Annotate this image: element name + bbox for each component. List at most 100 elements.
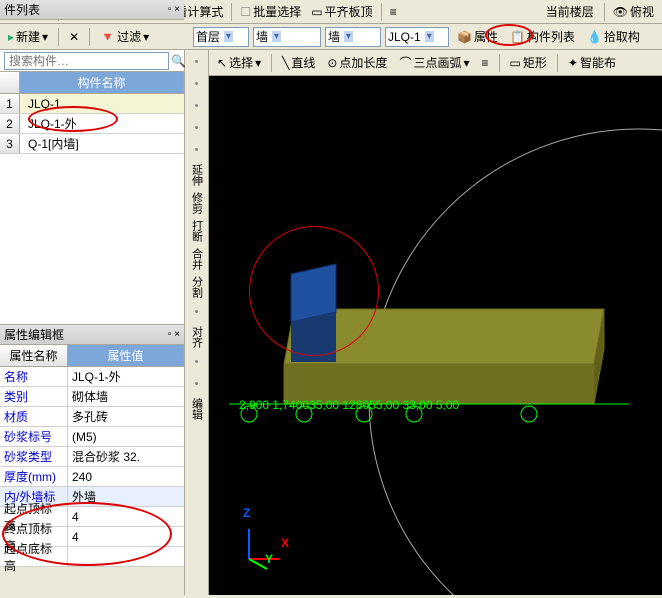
separator: [89, 28, 90, 46]
select-tool[interactable]: ↖选择▾: [213, 52, 265, 73]
property-value[interactable]: 多孔砖: [68, 407, 184, 426]
top-view-button[interactable]: 👁俯视: [609, 1, 658, 22]
component-list-button[interactable]: 📋构件列表: [506, 26, 579, 47]
property-key: 起点底标高: [0, 547, 68, 566]
table-row[interactable]: 2JLQ-1-外: [0, 114, 184, 134]
line-tool[interactable]: ╲直线: [278, 52, 319, 73]
property-row[interactable]: 名称JLQ-1-外: [0, 367, 184, 387]
left-panel: 件列表 ▫ × 🔍 构件名称 1JLQ-12JLQ-1-外3Q-1[内墙] 属性…: [0, 50, 185, 595]
property-value[interactable]: 砌体墙: [68, 387, 184, 406]
vertical-toolbar: •••••延伸修剪打断合并分割•对齐••编辑: [185, 50, 209, 595]
property-row[interactable]: 材质多孔砖: [0, 407, 184, 427]
category-dropdown[interactable]: 墙: [253, 27, 321, 47]
row-number: 2: [0, 114, 20, 133]
property-value[interactable]: (M5): [68, 427, 184, 446]
property-value[interactable]: 4: [68, 507, 184, 526]
property-key: 名称: [0, 367, 68, 386]
filter-button[interactable]: 🔻过滤▾: [96, 26, 153, 47]
search-row: 🔍: [0, 50, 184, 72]
axis-x-label: X: [281, 536, 289, 550]
search-input[interactable]: [4, 52, 169, 70]
more-tool[interactable]: ≡: [478, 54, 493, 72]
smart-tool[interactable]: ✦智能布: [564, 52, 620, 73]
axis-z-label: Z: [243, 506, 250, 520]
row-number: 3: [0, 134, 20, 153]
search-clear-icon[interactable]: 🔍: [171, 54, 186, 68]
vtool-button[interactable]: 对齐: [187, 324, 207, 350]
property-value[interactable]: JLQ-1-外: [68, 367, 184, 386]
properties-title: 属性编辑框: [4, 326, 64, 343]
property-value[interactable]: 混合砂浆 32.: [68, 447, 184, 466]
subtype-dropdown[interactable]: 墙: [325, 27, 381, 47]
properties-header: 属性编辑框 ▫ ×: [0, 325, 184, 345]
floor-dropdown[interactable]: 首层: [193, 27, 249, 47]
vtool-button[interactable]: •: [187, 52, 207, 72]
annotation-circle: [249, 226, 379, 356]
properties-controls[interactable]: ▫ ×: [168, 329, 180, 340]
separator: [381, 3, 382, 21]
vtool-button[interactable]: •: [187, 374, 207, 394]
component-name-cell[interactable]: JLQ-1-外: [20, 114, 184, 133]
current-floor-label: 当前楼层: [546, 3, 594, 20]
properties-grid: 名称JLQ-1-外类别砌体墙材质多孔砖砂浆标号(M5)砂浆类型混合砂浆 32.厚…: [0, 367, 184, 567]
canvas-area: ↖选择▾ ╲直线 ⊙点加长度 ⌒三点画弧▾ ≡ ▭矩形 ✦智能布: [209, 50, 662, 595]
arc-tool[interactable]: ⌒三点画弧▾: [395, 52, 473, 73]
property-key: 砂浆标号: [0, 427, 68, 446]
vtool-button[interactable]: •: [187, 118, 207, 138]
dimension-text: 2,900 1,740035,00 128055,00 33,00 5,00: [239, 398, 460, 412]
vtool-button[interactable]: •: [187, 96, 207, 116]
property-value[interactable]: [68, 547, 184, 566]
align-top-button[interactable]: ▭平齐板顶: [307, 1, 376, 22]
vtool-button[interactable]: 延伸: [187, 162, 207, 188]
property-row[interactable]: 起点底标高: [0, 547, 184, 567]
axis-y-label: Y: [265, 552, 273, 566]
separator: [499, 54, 500, 72]
component-dropdown[interactable]: JLQ-1: [385, 27, 449, 47]
vtool-button[interactable]: 合并: [187, 246, 207, 272]
vtool-button[interactable]: 编辑: [187, 396, 207, 422]
viewport-canvas[interactable]: 2,900 1,740035,00 128055,00 33,00 5,00 X…: [209, 76, 662, 595]
pick-button[interactable]: 💧拾取构: [583, 26, 644, 47]
property-key: 材质: [0, 407, 68, 426]
properties-panel: 属性编辑框 ▫ × 属性名称 属性值 名称JLQ-1-外类别砌体墙材质多孔砖砂浆…: [0, 324, 184, 567]
vtool-button[interactable]: 打断: [187, 218, 207, 244]
del-button[interactable]: ✕: [65, 28, 83, 46]
prop-val-header[interactable]: 属性值: [68, 345, 184, 366]
batch-select-button[interactable]: ☐批量选择: [236, 1, 305, 22]
property-row[interactable]: 类别砌体墙: [0, 387, 184, 407]
new-button[interactable]: ▸新建▾: [4, 26, 52, 47]
property-value[interactable]: 240: [68, 467, 184, 486]
rect-tool[interactable]: ▭矩形: [506, 52, 551, 73]
properties-button[interactable]: 📦属性: [453, 26, 502, 47]
separator: [604, 3, 605, 21]
panel-controls[interactable]: ▫ ×: [168, 4, 180, 15]
main-area: 件列表 ▫ × 🔍 构件名称 1JLQ-12JLQ-1-外3Q-1[内墙] 属性…: [0, 50, 662, 595]
property-value[interactable]: 4: [68, 527, 184, 546]
vtool-button[interactable]: 分割: [187, 274, 207, 300]
vtool-button[interactable]: •: [187, 352, 207, 372]
property-value[interactable]: 外墙: [68, 487, 184, 506]
table-row[interactable]: 1JLQ-1: [0, 94, 184, 114]
vtool-button[interactable]: •: [187, 74, 207, 94]
top-toolbar-2: ▸新建▾ ✕ 🔻过滤▾ 首层 墙 墙 JLQ-1 📦属性 📋构件列表 💧拾取构: [0, 24, 662, 50]
vtool-button[interactable]: •: [187, 302, 207, 322]
table-row[interactable]: 3Q-1[内墙]: [0, 134, 184, 154]
property-row[interactable]: 厚度(mm)240: [0, 467, 184, 487]
component-grid: 1JLQ-12JLQ-1-外3Q-1[内墙]: [0, 94, 184, 324]
component-name-cell[interactable]: Q-1[内墙]: [20, 134, 184, 153]
separator: [231, 3, 232, 21]
property-key: 类别: [0, 387, 68, 406]
more-button[interactable]: ≡: [386, 3, 401, 21]
row-number: 1: [0, 94, 20, 113]
prop-key-header[interactable]: 属性名称: [0, 345, 68, 366]
prop-grid-header: 属性名称 属性值: [0, 345, 184, 367]
component-name-cell[interactable]: JLQ-1: [20, 94, 184, 113]
property-row[interactable]: 砂浆类型混合砂浆 32.: [0, 447, 184, 467]
canvas-toolbar: ↖选择▾ ╲直线 ⊙点加长度 ⌒三点画弧▾ ≡ ▭矩形 ✦智能布: [209, 50, 662, 76]
property-row[interactable]: 砂浆标号(M5): [0, 427, 184, 447]
property-key: 砂浆类型: [0, 447, 68, 466]
vtool-button[interactable]: 修剪: [187, 190, 207, 216]
name-column-header[interactable]: 构件名称: [20, 72, 184, 93]
addlen-tool[interactable]: ⊙点加长度: [323, 52, 391, 73]
vtool-button[interactable]: •: [187, 140, 207, 160]
